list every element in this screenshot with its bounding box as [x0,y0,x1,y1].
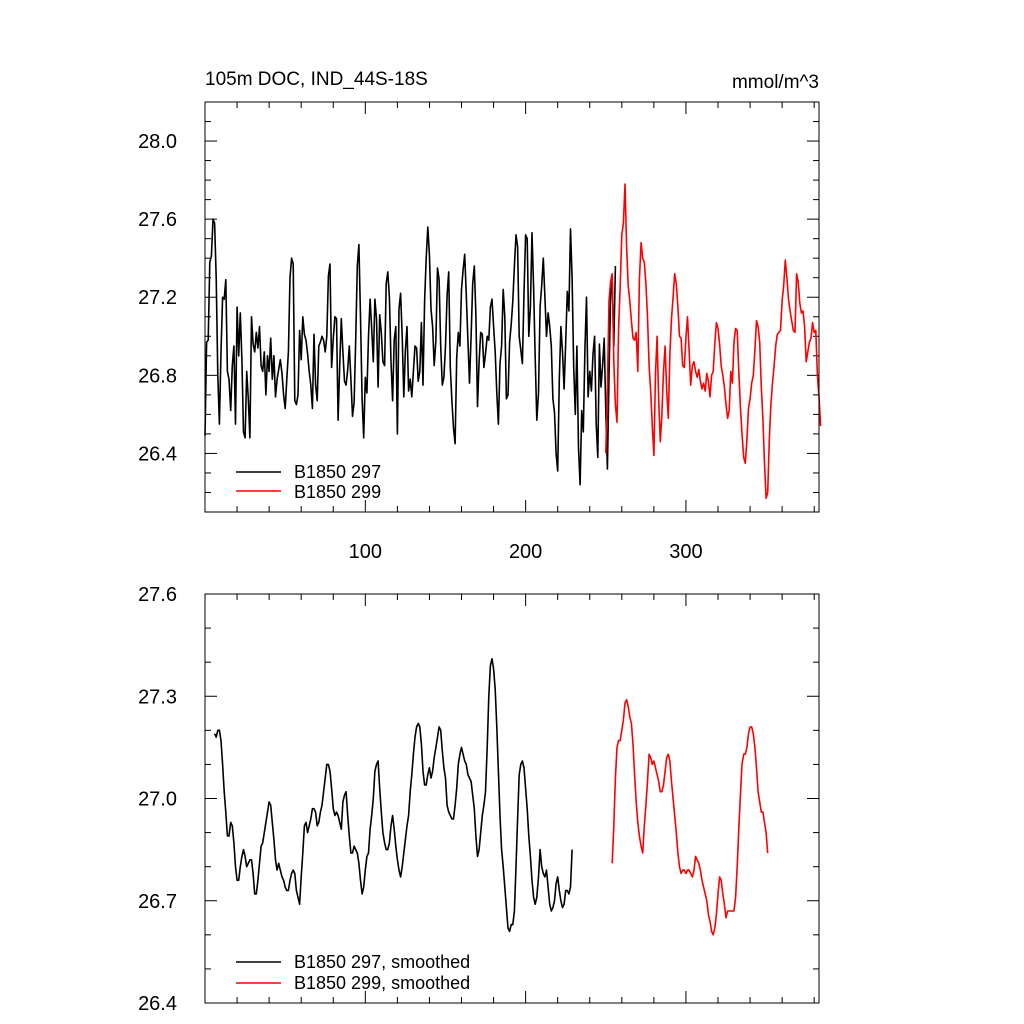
legend-label-297-smoothed: B1850 297, smoothed [294,952,470,972]
top-legend: B1850 297 B1850 299 [236,462,381,502]
y-tick-label: 27.6 [138,584,177,606]
y-tick-label: 26.8 [138,365,177,387]
series-line-smoothed-299 [611,698,769,936]
y-tick-label: 27.3 [138,686,177,708]
x-tick-label: 300 [669,541,702,563]
bottom-axes-ticks [205,593,819,1004]
top-panel: 105m DOC, IND_44S-18S mmol/m^3 26.426.82… [138,69,822,563]
top-y-tick-labels: 26.4 26.8 27.2 27.6 28.0 [138,131,177,465]
bottom-series-lines [213,657,769,936]
y-tick-label: 26.4 [138,443,177,465]
legend-label-299: B1850 299 [294,482,381,502]
x-tick-label: 100 [349,541,382,563]
series-line-299 [605,183,822,500]
y-tick-label: 27.0 [138,789,177,811]
legend-label-299-smoothed: B1850 299, smoothed [294,973,470,993]
y-tick-label: 27.6 [138,209,177,231]
y-tick-label: 28.0 [138,131,177,153]
top-series-lines [204,183,822,500]
series-line-smoothed-297 [213,657,573,933]
bottom-legend: B1850 297, smoothed B1850 299, smoothed [236,952,470,993]
series-line-297 [204,218,617,486]
bottom-plot-frame [204,593,820,1004]
y-tick-label: 26.7 [138,891,177,913]
chart-title: 105m DOC, IND_44S-18S [205,69,428,90]
legend-label-297: B1850 297 [294,462,381,482]
top-plot-frame [204,101,820,513]
bottom-y-tick-labels: 26.4 26.7 27.0 27.3 27.6 [138,584,177,1015]
bottom-panel: 26.4 26.7 27.0 27.3 27.6 B1850 297, smoothed… [138,584,820,1015]
units-label: mmol/m^3 [732,72,819,93]
y-tick-label: 27.2 [138,287,177,309]
top-x-tick-labels: 100 200 300 [349,541,703,563]
x-tick-label: 200 [509,541,542,563]
y-tick-label: 26.4 [138,993,177,1015]
